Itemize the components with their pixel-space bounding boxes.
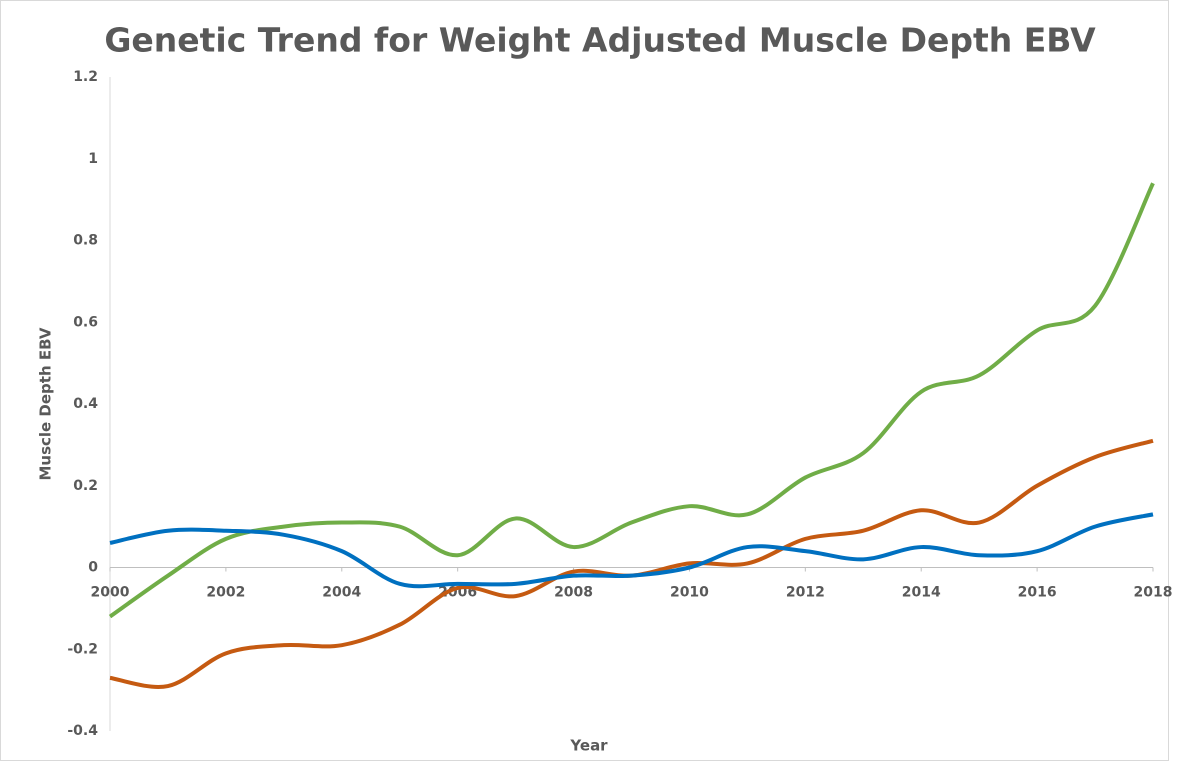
x-tick-label: 2002 <box>206 585 245 601</box>
y-tick-label: -0.2 <box>67 641 98 657</box>
y-tick-label: 0.4 <box>73 396 98 412</box>
y-tick-label: 0 <box>88 560 98 576</box>
x-tick-label: 2018 <box>1134 585 1173 601</box>
x-tick-label: 2010 <box>670 585 709 601</box>
x-tick-label: 2000 <box>91 585 130 601</box>
y-tick-label: 1 <box>88 151 98 167</box>
x-tick-label: 2014 <box>902 585 941 601</box>
x-tick-label: 2008 <box>554 585 593 601</box>
x-tick-label: 2004 <box>322 585 361 601</box>
x-axis-label: Year <box>569 737 608 755</box>
y-tick-label: -0.4 <box>67 723 98 739</box>
y-tick-label: 1.2 <box>73 69 98 85</box>
y-tick-label: 0.2 <box>73 478 98 494</box>
x-tick-label: 2016 <box>1018 585 1057 601</box>
chart-title: Genetic Trend for Weight Adjusted Muscle… <box>104 21 1096 60</box>
series-line <box>108 182 1155 619</box>
y-axis-label: Muscle Depth EBV <box>37 327 55 480</box>
x-tick-label: 2012 <box>786 585 825 601</box>
series-line <box>109 512 1154 589</box>
y-tick-label: 0.8 <box>73 233 98 249</box>
y-tick-label: 0.6 <box>73 314 98 330</box>
